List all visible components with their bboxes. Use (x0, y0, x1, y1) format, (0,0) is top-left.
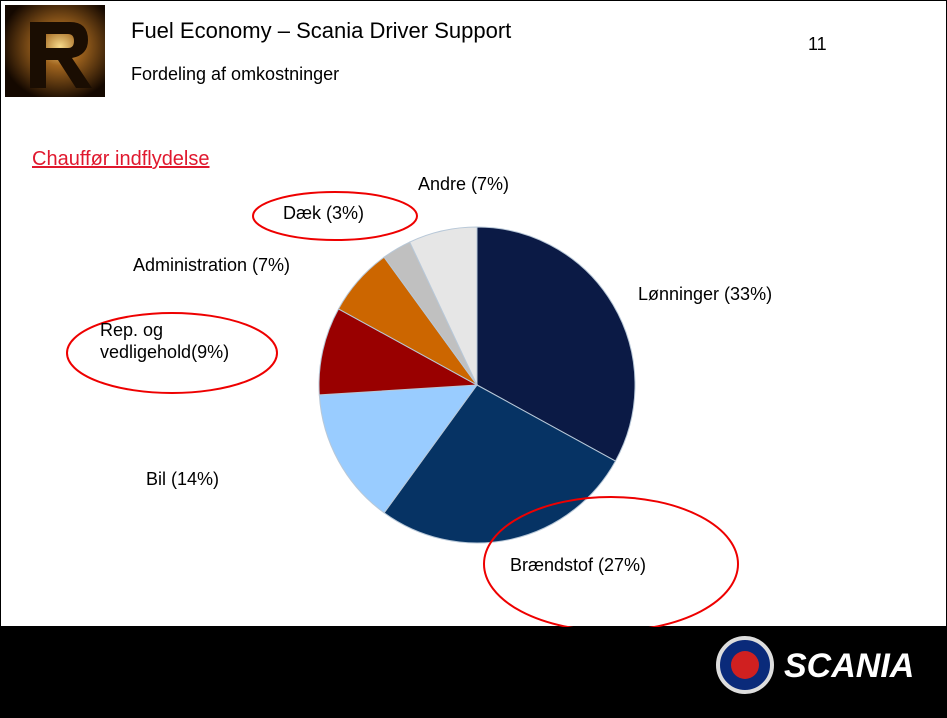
pie (318, 226, 636, 544)
slice-label: Bil (14%) (146, 469, 220, 489)
slice-label: Brændstof (27%) (510, 555, 647, 575)
page-number: 11 (808, 34, 827, 54)
slide-subtitle: Fordeling af omkostninger (131, 64, 340, 84)
section-heading: Chauffør indflydelse (32, 148, 210, 170)
highlight-ellipse (252, 191, 418, 241)
slice-label: Andre (7%) (418, 174, 510, 194)
brand-name: SCANIA (784, 647, 914, 685)
logo-r-letter (30, 22, 92, 88)
highlight-ellipse (66, 312, 278, 394)
footer-bar (0, 627, 947, 718)
pie-slice (318, 384, 479, 514)
slice-label: Lønninger (33%) (638, 284, 773, 304)
pie-slice (409, 226, 478, 386)
slice-label: Rep. og vedligehold(9%) (100, 320, 230, 362)
brand-emblem-griffin (731, 651, 759, 679)
pie-slice (476, 226, 636, 462)
slide-title: Fuel Economy – Scania Driver Support (131, 18, 512, 43)
slice-label: Administration (7%) (133, 255, 291, 275)
pie-slice (318, 308, 479, 396)
slice-label: Dæk (3%) (283, 203, 365, 223)
